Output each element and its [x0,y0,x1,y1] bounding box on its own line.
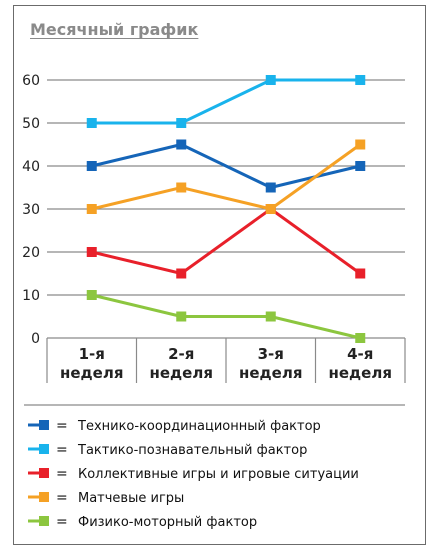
data-point [355,139,366,150]
data-point [86,161,97,171]
data-point [176,182,187,193]
series-line-5 [91,293,361,340]
x-tick-label: 2-я неделя [150,345,213,382]
legend-equals: = [56,418,68,434]
legend-equals: = [56,514,68,530]
data-point [86,290,97,300]
series-line-4 [91,143,362,211]
legend-equals: = [56,466,68,482]
data-point [176,268,187,279]
legend-marker-4 [39,492,49,502]
y-tick-label: 30 [22,202,40,218]
data-point [265,75,276,85]
data-point [86,204,97,214]
legend-label-2: Тактико-познавательный фактор [77,443,307,458]
y-tick-label: 20 [22,245,40,261]
legend-equals: = [56,490,68,506]
data-point [355,268,366,279]
data-point [265,182,276,193]
legend-marker-1 [39,420,49,430]
y-tick-label: 10 [22,288,40,304]
data-point [355,161,366,171]
data-point [176,139,187,150]
y-tick-label: 50 [22,116,40,132]
data-point [176,311,187,322]
data-point [265,311,276,322]
legend-marker-2 [39,444,49,454]
data-point [86,247,97,257]
data-point [355,75,366,85]
y-tick-label: 60 [22,73,40,89]
legend-marker-3 [39,468,49,478]
data-point [176,118,187,128]
legend-label-5: Физико-моторный фактор [78,515,257,530]
x-tick-label: 4-я неделя [329,345,392,382]
series-line-3 [91,207,362,276]
data-point [86,118,97,128]
data-point [355,333,366,343]
legend-label-3: Коллективные игры и игровые ситуации [78,467,359,482]
legend-marker-5 [39,516,49,526]
y-tick-label: 40 [22,159,40,175]
y-tick-label: 0 [31,331,40,347]
x-tick-label: 3-я неделя [239,345,302,382]
legend-label-1: Технико-координационный фактор [77,419,321,434]
legend-label-4: Матчевые игры [78,491,184,506]
legend-equals: = [56,442,68,458]
data-point [265,204,276,214]
x-tick-label: 1-я неделя [60,345,123,382]
chart-title: Месячный график [30,20,199,39]
series-line-2 [91,78,361,125]
